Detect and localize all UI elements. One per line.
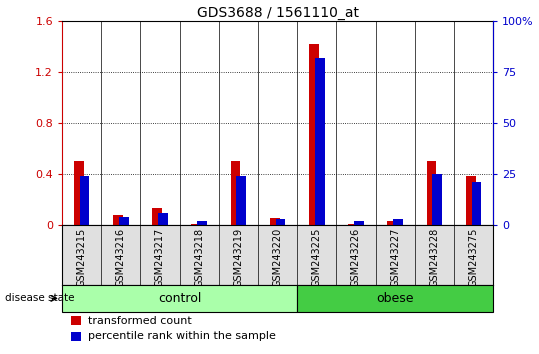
FancyBboxPatch shape (297, 285, 493, 312)
Bar (275, 219, 286, 225)
Bar (432, 174, 442, 225)
Text: GSM243219: GSM243219 (233, 228, 244, 287)
Text: GSM243225: GSM243225 (312, 228, 322, 287)
Bar (80, 176, 89, 225)
Text: GSM243226: GSM243226 (351, 228, 361, 287)
Bar (309, 44, 319, 225)
Bar (191, 223, 201, 225)
Text: GSM243216: GSM243216 (116, 228, 126, 287)
Bar (158, 212, 168, 225)
Bar (113, 215, 123, 225)
Text: control: control (158, 292, 201, 305)
Text: GSM243227: GSM243227 (390, 228, 400, 287)
Text: GSM243220: GSM243220 (273, 228, 282, 287)
Bar (231, 161, 240, 225)
Bar (426, 161, 437, 225)
Bar (74, 161, 84, 225)
Bar (393, 219, 403, 225)
Bar (472, 182, 481, 225)
Bar (197, 221, 207, 225)
Text: GSM243228: GSM243228 (430, 228, 439, 287)
Bar (348, 223, 358, 225)
Bar (388, 221, 397, 225)
Bar (466, 176, 475, 225)
Text: transformed count: transformed count (88, 316, 191, 326)
Bar (315, 58, 324, 225)
FancyBboxPatch shape (62, 285, 297, 312)
Text: GSM243275: GSM243275 (468, 228, 479, 287)
Bar (270, 218, 280, 225)
Bar (354, 221, 364, 225)
Text: GSM243217: GSM243217 (155, 228, 165, 287)
Text: GSM243215: GSM243215 (77, 228, 87, 287)
Bar (152, 208, 162, 225)
Title: GDS3688 / 1561110_at: GDS3688 / 1561110_at (197, 6, 358, 20)
Bar (71, 316, 81, 325)
Text: GSM243218: GSM243218 (194, 228, 204, 287)
Bar (119, 217, 129, 225)
Text: disease state: disease state (5, 293, 75, 303)
Bar (237, 176, 246, 225)
Text: obese: obese (376, 292, 414, 305)
Bar (71, 332, 81, 341)
Text: percentile rank within the sample: percentile rank within the sample (88, 331, 276, 341)
